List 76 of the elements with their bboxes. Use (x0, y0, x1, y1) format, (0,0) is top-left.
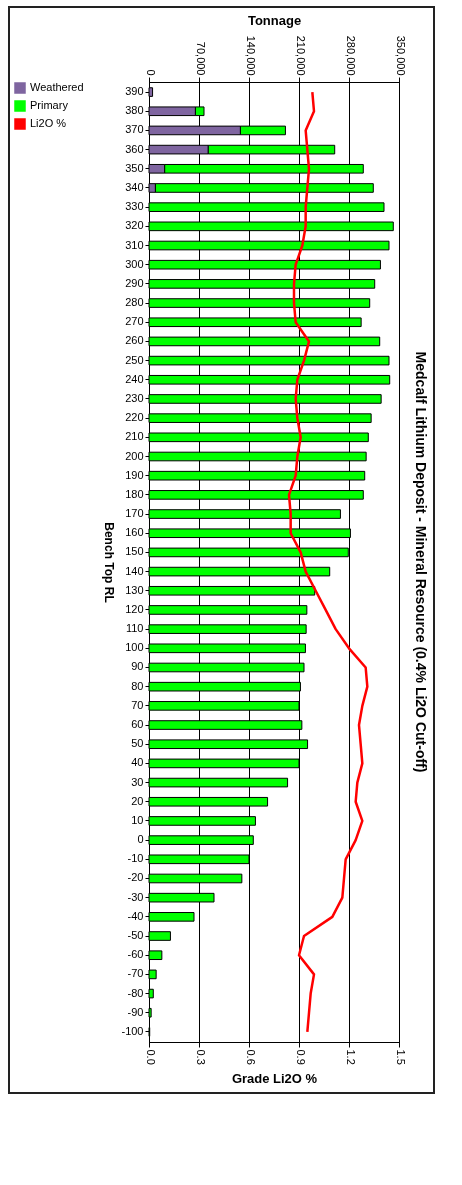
y-tick-label: 20 (131, 794, 144, 807)
y-tick-label: 80 (131, 679, 144, 692)
y-tick-label: 90 (131, 660, 144, 673)
legend-label: Li2O % (30, 117, 67, 129)
y-tick-label: 340 (125, 180, 144, 193)
x-tick-label: 210,000 (294, 35, 307, 76)
y-tick-label: 220 (125, 411, 144, 424)
y-tick-label: 350 (125, 161, 144, 174)
y-tick-label: 160 (125, 526, 144, 539)
y-tick-label: 60 (131, 718, 144, 731)
y-tick-label: 150 (125, 545, 144, 558)
x-tick-label: 0 (144, 69, 157, 76)
x2-tick-label: 0.3 (194, 1049, 207, 1065)
y-tick-label: -80 (127, 986, 144, 999)
y-tick-label: 380 (125, 104, 144, 117)
y-tick-label: -10 (127, 852, 144, 865)
x-tick-label: 140,000 (244, 35, 257, 76)
y-tick-label: 200 (125, 449, 144, 462)
bar (148, 87, 154, 97)
x2-tick-label: 0.0 (144, 1049, 157, 1065)
y-tick-label: -60 (127, 948, 144, 961)
y-tick-label: 130 (125, 583, 144, 596)
bar (148, 950, 163, 961)
y-tick-label: 270 (125, 315, 144, 328)
x-axis-title: Tonnage (247, 12, 302, 28)
y-tick-label: 320 (125, 219, 144, 232)
x-tick-label: 350,000 (394, 35, 407, 76)
y-tick-label: 290 (125, 276, 144, 289)
bar (148, 1007, 152, 1018)
y-tick-label: 120 (125, 602, 144, 615)
y-tick-label: 0 (137, 833, 144, 846)
y-tick-label: -30 (127, 890, 144, 903)
y-tick-label: 10 (131, 813, 144, 826)
y-tick-label: 30 (131, 775, 144, 788)
y-tick-label: -100 (121, 1024, 144, 1037)
x2-axis-title: Grade Li2O % (231, 1070, 318, 1086)
y-tick-label: -70 (127, 967, 144, 980)
bar (148, 969, 157, 980)
y-tick-label: 110 (125, 622, 144, 635)
y-tick-label: 250 (125, 353, 144, 366)
y-tick-label: 240 (125, 372, 144, 385)
y-tick-label: 370 (125, 123, 144, 136)
y-tick-label: 50 (131, 737, 144, 750)
x2-tick-label: 1.2 (344, 1049, 357, 1065)
legend-label: Primary (30, 99, 69, 111)
y-tick-label: 40 (131, 756, 144, 769)
x-tick-label: 280,000 (344, 35, 357, 76)
y-tick-label: 230 (125, 391, 144, 404)
y-tick-label: -50 (127, 929, 144, 942)
y-tick-label: -20 (127, 871, 144, 884)
y-axis-title: Bench Top RL (101, 522, 116, 603)
y-tick-label: 310 (125, 238, 144, 251)
y-tick-label: -40 (127, 909, 144, 922)
bar (148, 931, 171, 941)
x2-tick-label: 0.9 (294, 1049, 307, 1065)
y-tick-label: 300 (125, 257, 144, 270)
y-tick-label: 280 (125, 296, 144, 309)
y-tick-label: 390 (125, 85, 144, 98)
y-tick-label: 330 (125, 200, 144, 213)
bar (148, 912, 195, 922)
y-tick-label: -90 (127, 1005, 144, 1018)
y-tick-label: 100 (125, 641, 144, 654)
y-tick-label: 70 (131, 698, 144, 711)
x2-tick-label: 1.5 (394, 1049, 407, 1065)
y-tick-label: 260 (125, 334, 144, 347)
y-tick-label: 210 (125, 430, 144, 443)
y-tick-label: 190 (125, 468, 144, 481)
x-tick-label: 70,000 (194, 41, 207, 76)
legend-label: Weathered (30, 81, 84, 93)
x2-tick-label: 0.6 (244, 1049, 257, 1065)
y-tick-label: 360 (125, 142, 144, 155)
y-tick-label: 170 (125, 507, 144, 520)
text: Medcalf Lithium Deposit - Mineral Resource (0.4% Li2O Cut-off) (413, 351, 429, 773)
y-tick-label: 180 (125, 487, 144, 500)
bar (148, 988, 154, 999)
y-tick-label: 140 (125, 564, 144, 577)
